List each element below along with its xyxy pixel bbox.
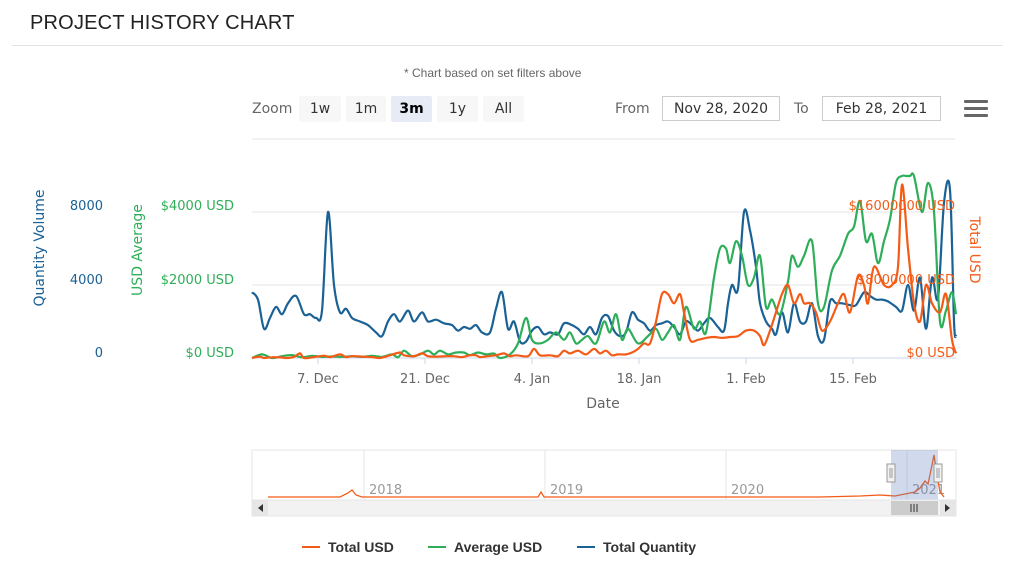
y-tick-average: $2000 USD [161, 273, 234, 288]
legend-item-total-usd[interactable]: Total USD [302, 537, 394, 557]
y-tick-quantity: 0 [95, 346, 103, 361]
navigator-frame [251, 449, 957, 501]
y-tick-quantity: 8000 [70, 199, 103, 214]
hamburger-menu-icon[interactable] [964, 100, 988, 122]
x-axis: 7. Dec 21. Dec 4. Jan 18. Jan 1. Feb 15. Feb [297, 358, 877, 387]
scrollbar-thumb[interactable] [891, 501, 938, 515]
navigator-scrollbar-track[interactable] [251, 499, 957, 517]
y-axis-average-title: USD Average [130, 204, 146, 296]
series-line-total-usd [251, 183, 958, 360]
menu-bar [964, 114, 988, 117]
zoom-1w-button[interactable]: 1w [299, 96, 341, 122]
legend: Total USD Average USD Total Quantity [0, 537, 1016, 557]
chart-subtitle: * Chart based on set filters above [404, 66, 582, 80]
y-tick-average: $0 USD [186, 346, 234, 361]
zoom-3m-button[interactable]: 3m [391, 96, 432, 122]
legend-swatch-icon [302, 546, 320, 548]
x-tick-label: 15. Feb [829, 372, 877, 387]
menu-bar [964, 100, 988, 103]
navigator-tick-label: 2021 [912, 483, 945, 498]
legend-item-total-quantity[interactable]: Total Quantity [577, 537, 696, 557]
y-axis-total-title: Total USD [966, 215, 982, 283]
x-tick-label: 4. Jan [514, 372, 551, 387]
legend-label: Average USD [454, 539, 543, 555]
navigator-handle-icon[interactable] [933, 463, 943, 483]
menu-bar [964, 107, 988, 110]
zoom-all-button[interactable]: All [483, 96, 524, 122]
navigator-selected-range[interactable] [891, 450, 938, 500]
page-title: PROJECT HISTORY CHART [30, 12, 295, 34]
legend-swatch-icon [577, 546, 595, 548]
series-line-total-quantity [251, 179, 958, 345]
y-tick-total: $0 USD [907, 346, 955, 361]
navigator-tick-label: 2019 [550, 483, 583, 498]
x-tick-label: 21. Dec [400, 372, 450, 387]
title-divider [12, 45, 1003, 46]
arrow-right-icon [945, 504, 950, 512]
from-label: From [615, 101, 650, 117]
from-date-input[interactable]: Nov 28, 2020 [662, 96, 780, 121]
legend-label: Total USD [328, 539, 394, 555]
to-date-input[interactable]: Feb 28, 2021 [822, 96, 941, 121]
grid-lines [252, 211, 956, 359]
legend-label: Total Quantity [603, 539, 697, 555]
y-tick-average: $4000 USD [161, 199, 234, 214]
series-line-average-usd [251, 172, 958, 360]
y-axis-quantity-title: Quantity Volume [32, 189, 48, 306]
y-tick-quantity: 4000 [70, 273, 103, 288]
zoom-1m-button[interactable]: 1m [346, 96, 386, 122]
y-tick-total: $16000000 USD [849, 199, 955, 214]
scroll-right-button[interactable] [940, 500, 956, 516]
x-axis-title: Date [586, 396, 619, 412]
to-label: To [794, 101, 809, 117]
scroll-left-button[interactable] [252, 500, 268, 516]
plot-area [251, 172, 958, 360]
x-tick-label: 7. Dec [297, 372, 339, 387]
zoom-label: Zoom [252, 101, 293, 117]
navigator-tick-label: 2020 [731, 483, 764, 498]
legend-item-average-usd[interactable]: Average USD [428, 537, 542, 557]
legend-swatch-icon [428, 546, 446, 548]
navigator-handle-icon[interactable] [886, 463, 896, 483]
navigator-tick-label: 2018 [369, 483, 402, 498]
y-tick-total: $8000000 USD [857, 273, 955, 288]
arrow-left-icon [258, 504, 263, 512]
navigator-series-line [268, 454, 945, 498]
zoom-1y-button[interactable]: 1y [437, 96, 478, 122]
navigator[interactable]: 2018 2019 2020 2021 [251, 449, 957, 517]
x-tick-label: 18. Jan [617, 372, 662, 387]
x-tick-label: 1. Feb [726, 372, 766, 387]
